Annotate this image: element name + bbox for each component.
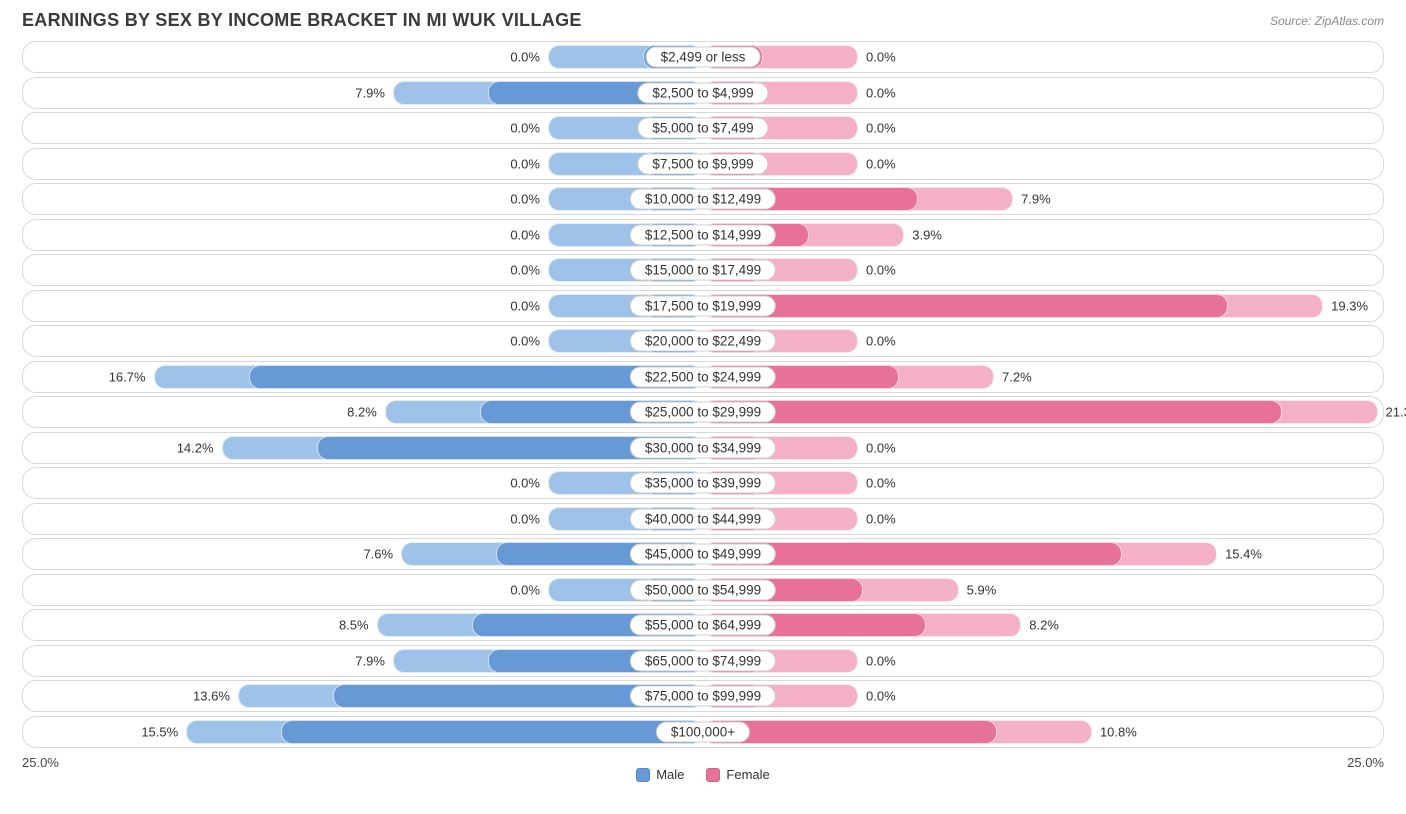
chart-row: 0.0% 0.0% $5,000 to $7,499 [22,112,1384,144]
bracket-label: $50,000 to $54,999 [630,579,776,600]
chart-legend: Male Female [0,767,1406,782]
female-value-label: 0.0% [866,156,896,171]
male-value-label: 7.6% [363,547,393,562]
legend-label: Male [656,767,684,782]
female-value-label: 19.3% [1331,298,1368,313]
chart-row: 0.0% 7.9% $10,000 to $12,499 [22,183,1384,215]
male-value-label: 16.7% [109,369,146,384]
chart-footer: 25.0% 25.0% Male Female [0,751,1406,782]
chart-header: EARNINGS BY SEX BY INCOME BRACKET IN MI … [0,0,1406,37]
female-value-label: 15.4% [1225,547,1262,562]
female-value-label: 21.3% [1386,405,1406,420]
male-value-label: 14.2% [177,440,214,455]
chart-row: 0.0% 0.0% $20,000 to $22,499 [22,325,1384,357]
female-value-label: 8.2% [1029,618,1059,633]
female-value-label: 0.0% [866,511,896,526]
bracket-label: $5,000 to $7,499 [637,118,768,139]
chart-row: 0.0% 19.3% $17,500 to $19,999 [22,290,1384,322]
male-value-label: 0.0% [510,263,540,278]
chart-row: 0.0% 5.9% $50,000 to $54,999 [22,574,1384,606]
bracket-label: $75,000 to $99,999 [630,686,776,707]
chart-row: 0.0% 0.0% $40,000 to $44,999 [22,503,1384,535]
female-value-label: 0.0% [866,121,896,136]
female-value-label: 3.9% [912,227,942,242]
legend-item: Female [706,767,769,782]
axis-label-left: 25.0% [22,755,59,770]
female-value-label: 0.0% [866,263,896,278]
male-value-label: 8.2% [347,405,377,420]
chart-row: 0.0% 0.0% $7,500 to $9,999 [22,148,1384,180]
male-value-label: 8.5% [339,618,369,633]
bracket-label: $20,000 to $22,499 [630,331,776,352]
chart-title: EARNINGS BY SEX BY INCOME BRACKET IN MI … [22,10,582,31]
male-value-label: 0.0% [510,334,540,349]
female-value-label: 0.0% [866,689,896,704]
female-bar [703,400,1282,424]
chart-row: 0.0% 3.9% $12,500 to $14,999 [22,219,1384,251]
bracket-label: $17,500 to $19,999 [630,295,776,316]
male-value-label: 0.0% [510,476,540,491]
bracket-label: $40,000 to $44,999 [630,508,776,529]
chart-row: 7.6% 15.4% $45,000 to $49,999 [22,538,1384,570]
bracket-label: $45,000 to $49,999 [630,544,776,565]
female-value-label: 0.0% [866,476,896,491]
male-value-label: 0.0% [510,192,540,207]
chart-row: 0.0% 0.0% $35,000 to $39,999 [22,467,1384,499]
male-bar [281,720,703,744]
male-value-label: 13.6% [193,689,230,704]
bracket-label: $35,000 to $39,999 [630,473,776,494]
male-value-label: 7.9% [355,653,385,668]
chart-row: 13.6% 0.0% $75,000 to $99,999 [22,680,1384,712]
male-value-label: 0.0% [510,156,540,171]
female-value-label: 0.0% [866,50,896,65]
male-value-label: 0.0% [510,298,540,313]
chart-row: 0.0% 0.0% $2,499 or less [22,41,1384,73]
female-value-label: 10.8% [1100,724,1137,739]
male-value-label: 15.5% [141,724,178,739]
female-value-label: 0.0% [866,85,896,100]
bracket-label: $15,000 to $17,499 [630,260,776,281]
chart-row: 8.2%21.3%$25,000 to $29,999 [22,396,1384,428]
male-value-label: 0.0% [510,511,540,526]
chart-area: 0.0% 0.0% $2,499 or less 7.9% 0.0% $2,500 to … [0,37,1406,748]
bracket-label: $7,500 to $9,999 [637,153,768,174]
female-value-label: 0.0% [866,440,896,455]
male-value-label: 0.0% [510,582,540,597]
bracket-label: $55,000 to $64,999 [630,615,776,636]
chart-row: 0.0% 0.0% $15,000 to $17,499 [22,254,1384,286]
chart-row: 7.9% 0.0% $65,000 to $74,999 [22,645,1384,677]
bracket-label: $12,500 to $14,999 [630,224,776,245]
chart-row: 8.5% 8.2% $55,000 to $64,999 [22,609,1384,641]
chart-row: 16.7% 7.2% $22,500 to $24,999 [22,361,1384,393]
female-value-label: 7.9% [1021,192,1051,207]
female-value-label: 0.0% [866,334,896,349]
female-value-label: 7.2% [1002,369,1032,384]
bracket-label: $100,000+ [656,721,750,742]
male-value-label: 0.0% [510,50,540,65]
female-bar [703,294,1228,318]
chart-row: 14.2% 0.0% $30,000 to $34,999 [22,432,1384,464]
chart-source: Source: ZipAtlas.com [1270,14,1384,28]
legend-swatch [636,768,650,782]
bracket-label: $2,500 to $4,999 [637,82,768,103]
bracket-label: $30,000 to $34,999 [630,437,776,458]
bracket-label: $25,000 to $29,999 [630,402,776,423]
chart-row: 7.9% 0.0% $2,500 to $4,999 [22,77,1384,109]
female-value-label: 5.9% [967,582,997,597]
legend-swatch [706,768,720,782]
male-value-label: 0.0% [510,227,540,242]
bracket-label: $22,500 to $24,999 [630,366,776,387]
male-value-label: 0.0% [510,121,540,136]
female-value-label: 0.0% [866,653,896,668]
bracket-label: $65,000 to $74,999 [630,650,776,671]
bracket-label: $2,499 or less [646,47,761,68]
axis-label-right: 25.0% [1347,755,1384,770]
bracket-label: $10,000 to $12,499 [630,189,776,210]
male-value-label: 7.9% [355,85,385,100]
legend-item: Male [636,767,684,782]
chart-row: 15.5% 10.8% $100,000+ [22,716,1384,748]
legend-label: Female [726,767,769,782]
